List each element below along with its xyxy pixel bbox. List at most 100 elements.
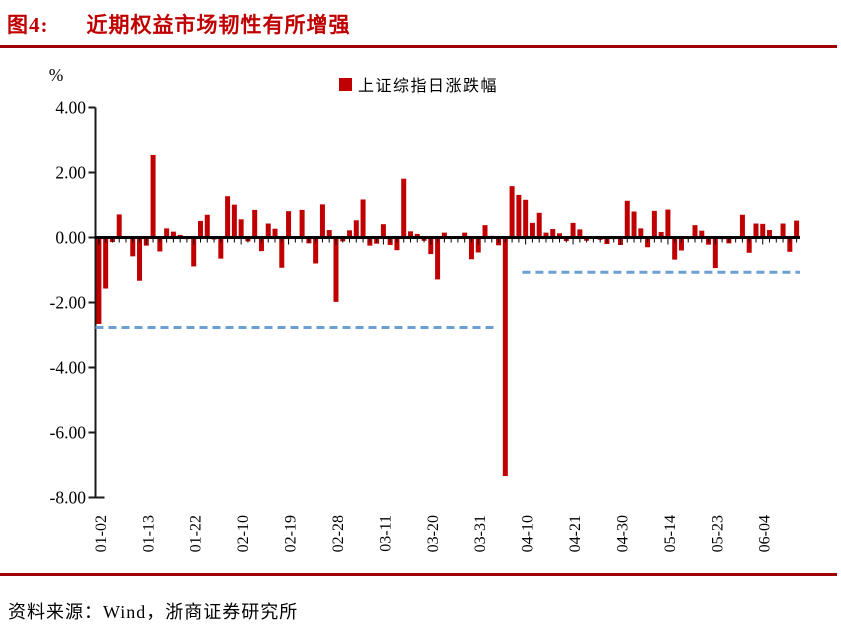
bar <box>550 229 556 238</box>
x-tick-label: 05-23 <box>709 515 726 552</box>
bar <box>360 199 366 238</box>
bar <box>482 225 488 238</box>
bar <box>164 228 170 238</box>
figure-label: 图4: <box>7 13 49 37</box>
bar <box>658 231 664 238</box>
bar <box>198 220 203 238</box>
bar <box>286 211 292 238</box>
bar <box>672 237 678 260</box>
bar <box>536 212 542 238</box>
bar <box>347 230 353 238</box>
bar <box>204 214 210 238</box>
bar <box>96 237 102 324</box>
bar <box>252 209 258 238</box>
x-tick-label: 06-04 <box>757 515 774 552</box>
bar <box>333 237 339 302</box>
bar <box>678 237 684 251</box>
bar <box>150 154 156 238</box>
source-note: 资料来源：Wind，浙商证券研究所 <box>8 602 299 622</box>
bar <box>523 199 529 238</box>
x-tick-label: 01-02 <box>93 515 110 552</box>
bar <box>502 237 508 477</box>
bar <box>692 225 698 238</box>
bar <box>380 224 386 238</box>
bar <box>103 237 109 289</box>
bar <box>753 223 759 238</box>
bar <box>577 229 583 238</box>
bar <box>238 219 244 238</box>
x-tick-label: 04-21 <box>567 515 584 552</box>
bar <box>394 237 400 251</box>
y-tick-label: 4.00 <box>55 98 86 118</box>
y-tick-label: 2.00 <box>55 163 86 183</box>
bar <box>746 237 752 253</box>
bar <box>414 233 420 238</box>
bar <box>299 209 305 238</box>
figure-title: 近期权益市场韧性有所增强 <box>86 13 351 37</box>
bar <box>225 196 231 238</box>
x-tick-label: 04-30 <box>615 515 632 552</box>
bar <box>326 230 332 238</box>
legend-swatch-icon <box>339 77 352 91</box>
y-tick-label: -2.00 <box>50 293 87 313</box>
x-tick-label: 02-28 <box>330 515 347 552</box>
y-tick-label: -4.00 <box>50 358 87 378</box>
bar <box>468 237 474 260</box>
bar <box>543 232 549 238</box>
x-tick-label: 01-22 <box>188 515 205 552</box>
bar <box>170 231 176 238</box>
bar <box>441 232 447 238</box>
footer-divider-rule <box>0 573 837 576</box>
title-divider-rule <box>0 45 837 48</box>
bar <box>516 194 522 238</box>
bar <box>475 237 481 253</box>
bar <box>631 211 637 238</box>
y-tick-label: -6.00 <box>50 423 87 443</box>
y-tick-label: -8.00 <box>50 488 87 508</box>
bar <box>699 230 705 238</box>
bar <box>279 237 285 268</box>
bar <box>428 237 434 255</box>
x-tick-label: 02-19 <box>283 515 300 552</box>
bar <box>712 237 718 269</box>
bar <box>218 237 224 259</box>
bar <box>638 228 644 238</box>
bar <box>760 223 766 238</box>
x-tick-label: 02-10 <box>235 515 252 552</box>
bar <box>780 223 786 238</box>
bar <box>651 210 657 238</box>
bar <box>313 237 319 264</box>
bar <box>462 232 468 238</box>
bar <box>624 200 630 238</box>
bar <box>570 222 576 238</box>
x-tick-label: 04-10 <box>520 515 537 552</box>
bar <box>130 237 136 257</box>
bar <box>401 178 407 238</box>
bar <box>157 237 163 252</box>
bar <box>137 237 143 281</box>
bar <box>116 214 122 238</box>
x-tick-label: 03-31 <box>472 515 489 552</box>
bar <box>665 209 671 238</box>
legend-label: 上证综指日涨跌幅 <box>358 78 499 95</box>
bar <box>794 220 800 238</box>
x-tick-label: 03-20 <box>425 515 442 552</box>
bar <box>407 231 413 238</box>
bar <box>353 220 359 238</box>
bar <box>557 233 563 238</box>
bar <box>272 228 278 238</box>
x-tick-label: 03-11 <box>377 515 394 552</box>
bar <box>529 222 535 238</box>
bar <box>265 223 271 238</box>
bar <box>767 230 773 238</box>
y-axis-unit-label: % <box>49 65 64 85</box>
bar <box>191 237 197 267</box>
bar <box>509 186 515 238</box>
bar <box>787 237 793 252</box>
x-tick-label: 01-13 <box>140 515 157 552</box>
bar-chart: % 4.00 2.00 0.00 -2.00 -4.00 -6.00 -8.00 01-02 01… <box>49 65 800 552</box>
x-tick-label: 05-14 <box>662 515 679 552</box>
bar <box>258 237 264 252</box>
bar <box>319 204 325 238</box>
